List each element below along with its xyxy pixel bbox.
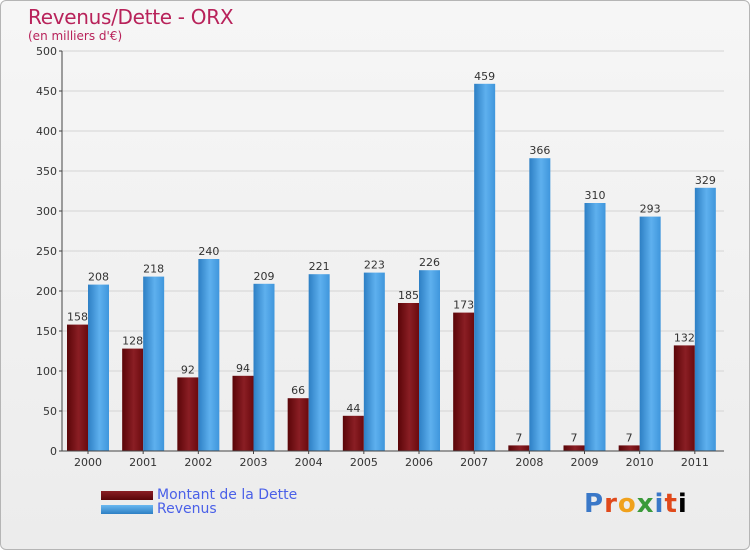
bar-debt bbox=[618, 445, 640, 451]
y-tick-label: 400 bbox=[36, 125, 57, 138]
data-label-revenue: 310 bbox=[585, 189, 606, 202]
y-tick-label: 300 bbox=[36, 205, 57, 218]
x-tick-label: 2009 bbox=[571, 456, 599, 469]
data-label-revenue: 240 bbox=[198, 245, 219, 258]
bar-revenue bbox=[308, 274, 330, 451]
x-tick-label: 2008 bbox=[515, 456, 543, 469]
data-label-revenue: 329 bbox=[695, 174, 716, 187]
bar-revenue bbox=[474, 83, 496, 452]
chart-subtitle: (en milliers d'€) bbox=[28, 29, 123, 43]
x-tick-label: 2005 bbox=[350, 456, 378, 469]
data-label-debt: 92 bbox=[181, 363, 195, 376]
y-tick-label: 250 bbox=[36, 245, 57, 258]
bar-revenue bbox=[419, 270, 440, 451]
x-tick-label: 2002 bbox=[184, 456, 212, 469]
data-label-debt: 7 bbox=[515, 431, 522, 444]
bar-revenue bbox=[584, 203, 606, 451]
x-tick-label: 2001 bbox=[129, 456, 157, 469]
bar-revenue bbox=[529, 158, 551, 451]
x-tick-label: 2006 bbox=[405, 456, 433, 469]
bar-debt bbox=[67, 324, 88, 451]
y-tick-label: 150 bbox=[36, 325, 57, 338]
data-label-debt: 7 bbox=[626, 431, 633, 444]
bar-debt bbox=[508, 445, 530, 451]
bar-revenue bbox=[198, 259, 220, 451]
bar-revenue bbox=[694, 187, 716, 452]
legend-item-revenue: Revenus bbox=[101, 501, 217, 517]
data-label-debt: 158 bbox=[67, 311, 88, 324]
bar-debt bbox=[232, 375, 254, 451]
data-label-debt: 94 bbox=[236, 362, 250, 375]
data-label-revenue: 208 bbox=[88, 271, 109, 284]
data-label-debt: 173 bbox=[453, 299, 474, 312]
data-label-debt: 44 bbox=[346, 402, 360, 415]
bar-debt bbox=[673, 345, 695, 451]
bars-layer bbox=[67, 83, 716, 452]
data-label-revenue: 293 bbox=[640, 203, 661, 216]
x-tick-label: 2003 bbox=[240, 456, 268, 469]
grid-layer bbox=[62, 50, 724, 412]
legend-label-revenue: Revenus bbox=[157, 501, 217, 517]
bar-debt bbox=[453, 312, 475, 451]
y-tick-label: 200 bbox=[36, 285, 57, 298]
legend-item-debt: Montant de la Dette bbox=[101, 487, 298, 503]
x-tick-label: 2004 bbox=[295, 456, 323, 469]
data-label-revenue: 221 bbox=[309, 260, 330, 273]
bar-debt bbox=[287, 398, 309, 451]
bar-debt bbox=[177, 377, 199, 451]
data-label-revenue: 218 bbox=[143, 263, 164, 276]
y-tick-label: 100 bbox=[36, 365, 57, 378]
bar-revenue bbox=[88, 284, 109, 451]
bar-debt bbox=[342, 415, 364, 451]
chart-title: Revenus/Dette - ORX bbox=[28, 5, 234, 29]
bar-debt bbox=[122, 348, 144, 451]
data-label-revenue: 366 bbox=[529, 144, 550, 157]
y-tick-label: 500 bbox=[36, 45, 57, 58]
data-label-revenue: 209 bbox=[254, 270, 275, 283]
data-label-debt: 185 bbox=[398, 289, 419, 302]
y-tick-label: 50 bbox=[43, 405, 57, 418]
bar-revenue bbox=[143, 276, 165, 451]
labels-layer: 158 208 128 218 92 240 94 209 66 221 44 223 185 226 17… bbox=[67, 70, 716, 445]
legend-swatch-revenue bbox=[101, 504, 153, 514]
legend-swatch-debt bbox=[101, 490, 153, 500]
bar-revenue bbox=[363, 272, 385, 451]
y-tick-label: 450 bbox=[36, 85, 57, 98]
x-tick-label: 2011 bbox=[681, 456, 709, 469]
data-label-revenue: 459 bbox=[474, 70, 495, 83]
bar-revenue bbox=[639, 216, 661, 451]
legend-label-debt: Montant de la Dette bbox=[157, 487, 298, 503]
x-tick-label: 2007 bbox=[460, 456, 488, 469]
bar-debt bbox=[398, 303, 419, 451]
y-tick-label: 350 bbox=[36, 165, 57, 178]
data-label-debt: 128 bbox=[122, 335, 143, 348]
y-tick-label: 0 bbox=[50, 445, 57, 458]
data-label-debt: 66 bbox=[291, 384, 305, 397]
axis-layer: 0 50 100 150 200 250 300 350 400 450 500 2000 2001 20… bbox=[36, 45, 724, 469]
x-tick-label: 2000 bbox=[74, 456, 102, 469]
x-tick-label: 2010 bbox=[626, 456, 654, 469]
data-label-revenue: 223 bbox=[364, 259, 385, 272]
bar-revenue bbox=[253, 283, 275, 451]
data-label-revenue: 226 bbox=[419, 256, 440, 269]
proxiti-logo[interactable]: Proxiti bbox=[584, 489, 688, 519]
data-label-debt: 7 bbox=[571, 431, 578, 444]
data-label-debt: 132 bbox=[674, 331, 695, 344]
bar-debt bbox=[563, 445, 585, 451]
